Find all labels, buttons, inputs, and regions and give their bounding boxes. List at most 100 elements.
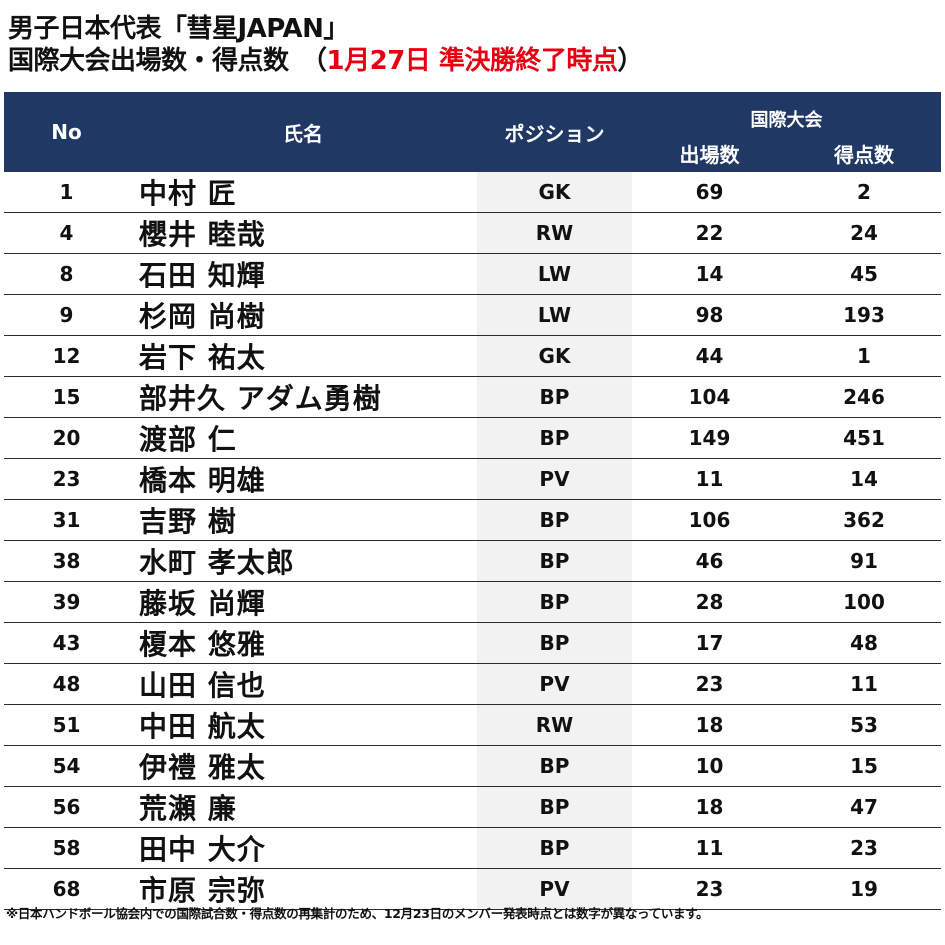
subtitle-date-highlight: 1月27日 準決勝終了時点 [326, 46, 618, 76]
table-row: 51 中田 航太 RW 18 53 [4, 704, 941, 746]
cell-no: 38 [4, 540, 129, 582]
cell-position: GK [477, 172, 632, 213]
table-row: 39 藤坂 尚輝 BP 28 100 [4, 581, 941, 623]
cell-goals: 100 [787, 581, 941, 623]
cell-position: LW [477, 294, 632, 336]
cell-no: 8 [4, 253, 129, 295]
cell-position: RW [477, 704, 632, 746]
cell-position: BP [477, 786, 632, 828]
cell-appearances: 44 [632, 335, 787, 377]
page-subtitle: 国際大会出場数・得点数 （1月27日 準決勝終了時点） [8, 46, 643, 76]
cell-goals: 45 [787, 253, 941, 295]
cell-no: 15 [4, 376, 129, 418]
cell-appearances: 98 [632, 294, 787, 336]
cell-no: 1 [4, 172, 129, 213]
cell-goals: 91 [787, 540, 941, 582]
cell-position: BP [477, 745, 632, 787]
cell-appearances: 28 [632, 581, 787, 623]
header-position: ポジション [477, 92, 632, 172]
cell-player-name: 藤坂 尚輝 [129, 581, 477, 623]
cell-goals: 15 [787, 745, 941, 787]
table-row: 56 荒瀬 廉 BP 18 47 [4, 786, 941, 828]
table-row: 1 中村 匠 GK 69 2 [4, 172, 941, 213]
header-competition: 国際大会 [632, 92, 941, 134]
cell-no: 43 [4, 622, 129, 664]
cell-goals: 23 [787, 827, 941, 869]
cell-appearances: 18 [632, 704, 787, 746]
cell-position: LW [477, 253, 632, 295]
table-header: No 氏名 ポジション 国際大会 出場数 得点数 [4, 92, 941, 172]
cell-position: BP [477, 499, 632, 541]
footnote: ※日本ハンドボール協会内での国際試合数・得点数の再集計のため、12月23日のメン… [6, 906, 709, 921]
cell-player-name: 榎本 悠雅 [129, 622, 477, 664]
cell-goals: 11 [787, 663, 941, 705]
cell-no: 9 [4, 294, 129, 336]
cell-position: BP [477, 540, 632, 582]
cell-position: GK [477, 335, 632, 377]
cell-position: PV [477, 868, 632, 910]
cell-no: 68 [4, 868, 129, 910]
cell-player-name: 水町 孝太郎 [129, 540, 477, 582]
table-row: 38 水町 孝太郎 BP 46 91 [4, 540, 941, 582]
cell-goals: 451 [787, 417, 941, 459]
cell-no: 54 [4, 745, 129, 787]
cell-goals: 47 [787, 786, 941, 828]
cell-player-name: 伊禮 雅太 [129, 745, 477, 787]
cell-no: 31 [4, 499, 129, 541]
cell-player-name: 山田 信也 [129, 663, 477, 705]
cell-appearances: 23 [632, 868, 787, 910]
cell-goals: 1 [787, 335, 941, 377]
cell-no: 56 [4, 786, 129, 828]
subtitle-suffix: ） [617, 46, 643, 76]
cell-no: 39 [4, 581, 129, 623]
cell-player-name: 部井久 アダム勇樹 [129, 376, 477, 418]
cell-goals: 14 [787, 458, 941, 500]
cell-position: BP [477, 376, 632, 418]
table-row: 9 杉岡 尚樹 LW 98 193 [4, 294, 941, 336]
cell-goals: 19 [787, 868, 941, 910]
cell-appearances: 14 [632, 253, 787, 295]
cell-position: RW [477, 212, 632, 254]
cell-no: 20 [4, 417, 129, 459]
table-row: 15 部井久 アダム勇樹 BP 104 246 [4, 376, 941, 418]
table-row: 68 市原 宗弥 PV 23 19 [4, 868, 941, 910]
header-goals: 得点数 [787, 134, 941, 172]
header-appearances: 出場数 [632, 134, 787, 172]
table-row: 43 榎本 悠雅 BP 17 48 [4, 622, 941, 664]
cell-player-name: 櫻井 睦哉 [129, 212, 477, 254]
cell-no: 48 [4, 663, 129, 705]
cell-position: PV [477, 458, 632, 500]
cell-position: BP [477, 417, 632, 459]
page-title: 男子日本代表「彗星JAPAN」 [8, 14, 349, 44]
cell-goals: 53 [787, 704, 941, 746]
table-row: 23 橋本 明雄 PV 11 14 [4, 458, 941, 500]
table-row: 20 渡部 仁 BP 149 451 [4, 417, 941, 459]
cell-appearances: 10 [632, 745, 787, 787]
cell-player-name: 杉岡 尚樹 [129, 294, 477, 336]
cell-goals: 193 [787, 294, 941, 336]
cell-no: 23 [4, 458, 129, 500]
roster-stats-table: No 氏名 ポジション 国際大会 出場数 得点数 1 中村 匠 GK 69 2 4 櫻井 睦… [4, 92, 941, 910]
header-name: 氏名 [129, 92, 477, 172]
cell-player-name: 市原 宗弥 [129, 868, 477, 910]
cell-position: BP [477, 827, 632, 869]
cell-goals: 362 [787, 499, 941, 541]
cell-position: BP [477, 581, 632, 623]
cell-appearances: 18 [632, 786, 787, 828]
table-row: 54 伊禮 雅太 BP 10 15 [4, 745, 941, 787]
cell-position: BP [477, 622, 632, 664]
cell-goals: 48 [787, 622, 941, 664]
header-no: No [4, 92, 129, 172]
cell-appearances: 23 [632, 663, 787, 705]
cell-player-name: 中村 匠 [129, 172, 477, 213]
table-row: 31 吉野 樹 BP 106 362 [4, 499, 941, 541]
table-row: 4 櫻井 睦哉 RW 22 24 [4, 212, 941, 254]
table-row: 8 石田 知輝 LW 14 45 [4, 253, 941, 295]
cell-player-name: 荒瀬 廉 [129, 786, 477, 828]
cell-player-name: 吉野 樹 [129, 499, 477, 541]
cell-appearances: 11 [632, 827, 787, 869]
cell-player-name: 渡部 仁 [129, 417, 477, 459]
cell-appearances: 22 [632, 212, 787, 254]
cell-appearances: 106 [632, 499, 787, 541]
cell-appearances: 17 [632, 622, 787, 664]
